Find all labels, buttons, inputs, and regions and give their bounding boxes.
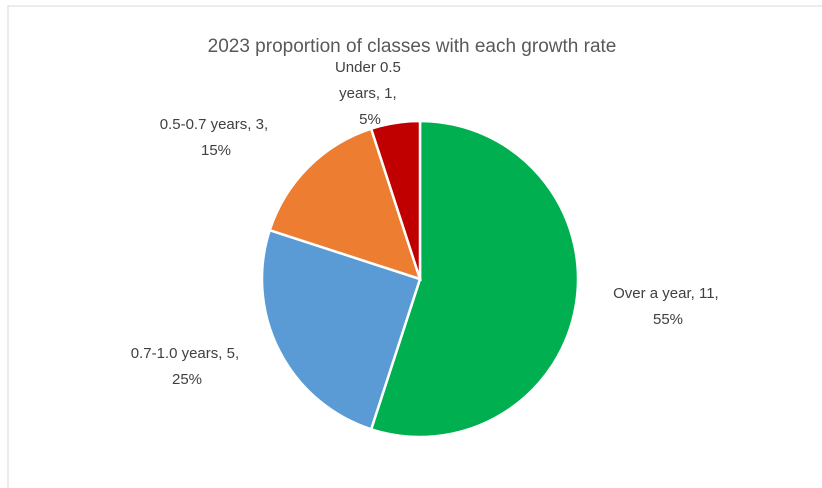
pie-slice	[369, 119, 422, 280]
pie-slice	[260, 228, 422, 431]
chart-title: 2023 proportion of classes with each gro…	[208, 36, 617, 57]
data-label: 0.5-0.7 years, 3, 15%	[160, 116, 273, 159]
data-label: Over a year, 11, 55%	[613, 285, 723, 328]
data-label: Under 0.5 years, 1, 5%	[335, 59, 405, 128]
pie-slice	[369, 119, 580, 439]
data-label: 0.7-1.0 years, 5, 25%	[131, 345, 244, 388]
